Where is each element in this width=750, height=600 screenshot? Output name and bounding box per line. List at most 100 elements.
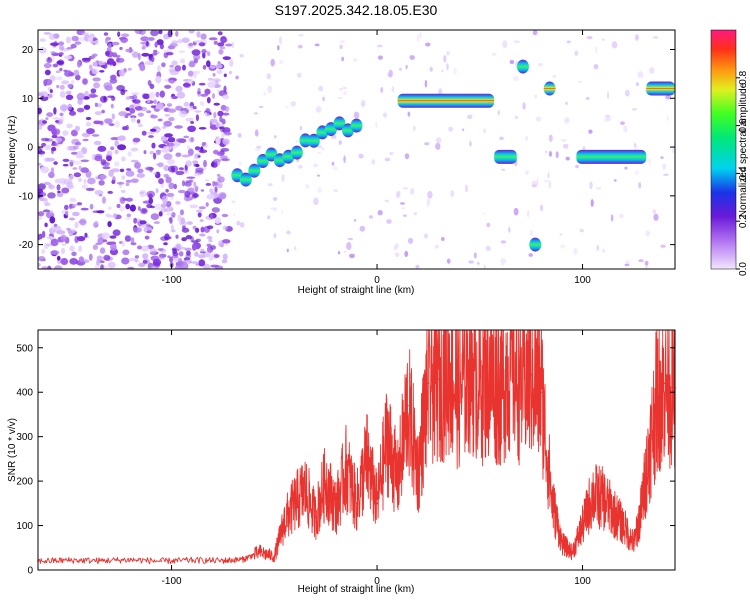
- noise-speck: [286, 230, 291, 235]
- snr-point: [592, 493, 594, 496]
- noise-speck: [388, 69, 393, 78]
- noise-speck: [157, 256, 165, 260]
- noise-speck: [74, 41, 82, 45]
- noise-speck: [215, 79, 219, 86]
- noise-speck: [218, 193, 226, 200]
- figure-title: S197.2025.342.18.05.E30: [275, 2, 438, 18]
- noise-speck: [188, 61, 196, 68]
- noise-speck: [94, 111, 102, 116]
- noise-speck: [67, 103, 73, 111]
- noise-speck: [153, 172, 157, 176]
- noise-speck: [114, 140, 119, 148]
- noise-speck: [64, 55, 72, 60]
- noise-speck: [485, 245, 491, 252]
- noise-speck: [163, 242, 168, 246]
- noise-speck: [187, 78, 194, 84]
- noise-speck: [51, 224, 55, 231]
- noise-speck: [110, 243, 117, 251]
- noise-speck: [178, 189, 186, 194]
- noise-speck: [174, 265, 182, 269]
- heatmap-x-axis: -100 0 100: [162, 30, 591, 286]
- noise-speck: [61, 187, 70, 194]
- noise-speck: [193, 58, 198, 64]
- snr-point: [191, 559, 193, 561]
- noise-speck: [528, 253, 533, 257]
- noise-speck: [574, 50, 579, 56]
- noise-speck: [665, 95, 672, 100]
- noise-speck: [192, 71, 197, 79]
- noise-speck: [502, 40, 508, 49]
- noise-speck: [152, 52, 158, 56]
- snr-y-axis-title: SNR (10 * v/v): [7, 418, 18, 482]
- noise-speck: [207, 235, 213, 240]
- noise-speck: [88, 36, 93, 42]
- noise-speck: [195, 186, 198, 193]
- noise-speck: [142, 260, 148, 264]
- noise-speck: [222, 94, 230, 100]
- noise-speck: [166, 201, 172, 208]
- snr-point: [448, 369, 450, 371]
- snr-x-tick-label: 0: [374, 576, 380, 587]
- noise-speck: [151, 266, 156, 269]
- noise-speck: [46, 157, 55, 162]
- snr-point: [366, 458, 368, 460]
- snr-point: [581, 524, 584, 527]
- noise-speck: [118, 69, 126, 77]
- snr-point: [647, 458, 650, 460]
- noise-speck: [66, 123, 73, 129]
- snr-y-tick-label: 0: [27, 566, 33, 577]
- noise-speck: [169, 207, 174, 212]
- noise-speck: [146, 110, 152, 114]
- noise-speck: [181, 237, 187, 242]
- noise-speck: [165, 52, 174, 56]
- noise-speck: [126, 168, 132, 171]
- snr-point: [376, 502, 378, 505]
- noise-speck: [212, 93, 215, 99]
- noise-speck: [127, 67, 132, 71]
- noise-speck: [231, 41, 235, 49]
- snr-y-tick-label: 500: [16, 343, 33, 354]
- noise-speck: [166, 192, 175, 197]
- noise-speck: [117, 144, 127, 151]
- noise-speck: [398, 67, 402, 71]
- heatmap-spot-17hz: [516, 59, 529, 74]
- noise-speck: [90, 88, 97, 94]
- noise-speck: [92, 61, 98, 67]
- noise-speck: [410, 188, 415, 195]
- noise-speck: [73, 69, 80, 77]
- noise-speck: [277, 45, 280, 51]
- noise-speck: [548, 180, 552, 189]
- noise-speck: [155, 188, 159, 194]
- noise-speck: [638, 182, 642, 189]
- noise-speck: [635, 82, 639, 87]
- noise-speck: [440, 237, 445, 241]
- noise-speck: [524, 135, 529, 141]
- noise-speck: [56, 255, 61, 261]
- noise-speck: [125, 203, 131, 210]
- noise-speck: [146, 203, 153, 209]
- noise-speck: [112, 52, 118, 58]
- noise-speck: [229, 59, 234, 67]
- noise-speck: [89, 65, 93, 71]
- noise-speck: [214, 217, 222, 224]
- noise-speck: [543, 179, 550, 183]
- noise-speck: [610, 214, 614, 222]
- noise-speck: [187, 125, 197, 132]
- heatmap-frame: [37, 29, 676, 270]
- noise-speck: [168, 182, 175, 189]
- noise-speck: [116, 85, 125, 91]
- snr-point: [622, 524, 625, 527]
- noise-speck: [166, 212, 173, 216]
- noise-speck: [415, 264, 420, 269]
- noise-speck: [322, 96, 325, 102]
- noise-speck: [148, 54, 153, 62]
- noise-speck: [68, 217, 75, 221]
- noise-speck: [139, 220, 147, 225]
- noise-speck: [160, 208, 168, 213]
- noise-speck: [38, 183, 46, 190]
- snr-point: [417, 471, 419, 474]
- noise-speck: [95, 242, 102, 245]
- noise-speck: [47, 192, 56, 199]
- noise-speck: [50, 238, 59, 247]
- noise-speck: [290, 101, 297, 107]
